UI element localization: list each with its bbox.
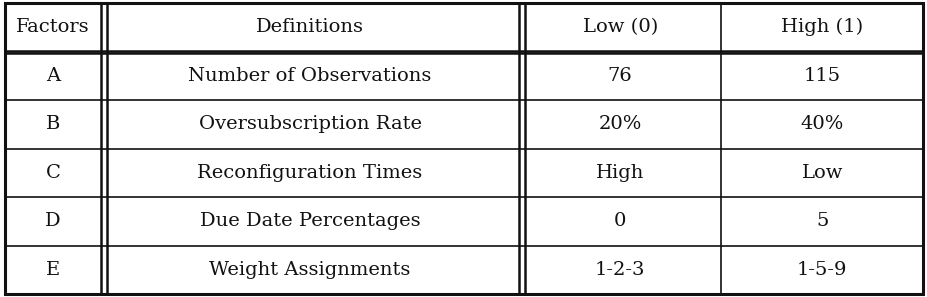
Text: Number of Observations: Number of Observations — [188, 67, 431, 85]
Text: Low (0): Low (0) — [582, 18, 657, 36]
Text: Oversubscription Rate: Oversubscription Rate — [198, 115, 421, 133]
Text: 76: 76 — [607, 67, 632, 85]
Text: A: A — [45, 67, 60, 85]
Text: High (1): High (1) — [781, 18, 862, 36]
Text: Factors: Factors — [16, 18, 90, 36]
Text: D: D — [45, 212, 60, 230]
Text: Low: Low — [801, 164, 842, 182]
Text: High: High — [595, 164, 643, 182]
Text: Reconfiguration Times: Reconfiguration Times — [197, 164, 423, 182]
Text: Definitions: Definitions — [256, 18, 363, 36]
Text: B: B — [45, 115, 60, 133]
Text: 1-5-9: 1-5-9 — [796, 261, 846, 279]
Text: 5: 5 — [815, 212, 828, 230]
Text: Weight Assignments: Weight Assignments — [210, 261, 411, 279]
Text: Due Date Percentages: Due Date Percentages — [199, 212, 420, 230]
Text: 40%: 40% — [800, 115, 843, 133]
Text: E: E — [45, 261, 60, 279]
Text: 20%: 20% — [598, 115, 641, 133]
Text: 1-2-3: 1-2-3 — [594, 261, 645, 279]
Text: C: C — [45, 164, 60, 182]
Text: 0: 0 — [614, 212, 626, 230]
Text: 115: 115 — [803, 67, 840, 85]
